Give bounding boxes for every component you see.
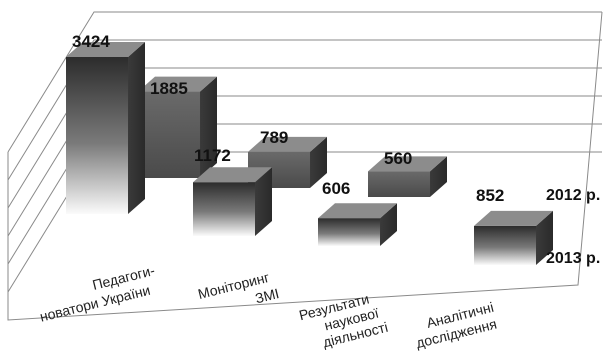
bar-2013-3-side <box>536 210 553 265</box>
bar-2013-2-side <box>380 203 397 246</box>
bar-2013-0 <box>66 42 145 214</box>
value-label-2013: 3424 <box>72 32 110 51</box>
bar-2012-1-top <box>248 136 327 152</box>
category-label-line: ЗМІ <box>253 285 280 306</box>
value-label-2013: 1172 <box>194 146 231 165</box>
bar-2013-3-top <box>474 210 553 226</box>
series-label-2012: 2012 р. <box>546 187 600 204</box>
bar-2012-0 <box>138 76 217 178</box>
bar-2013-3-front <box>474 225 536 265</box>
value-label-2013: 606 <box>322 179 350 198</box>
bar-2012-0-top <box>138 76 217 92</box>
bar-2012-2-side <box>430 156 447 197</box>
bar-2013-1-top <box>193 167 272 183</box>
gridline <box>7 39 602 181</box>
bar-2012-1-side <box>310 136 327 188</box>
bar-2013-2-top <box>318 203 397 219</box>
bar-2013-0-front <box>66 57 128 214</box>
bar-2012-2 <box>368 156 447 197</box>
bar-2013-1-front <box>193 182 255 236</box>
bar-2012-0-side <box>200 76 217 178</box>
bar-2013-2-front <box>318 218 380 246</box>
bar-2013-0-top <box>66 42 145 57</box>
bar-2013-1 <box>193 167 272 236</box>
value-label-2012: 1885 <box>150 79 188 98</box>
bars <box>66 42 553 265</box>
series-label-2013: 2013 р. <box>546 250 600 267</box>
bar-2012-2-top <box>368 156 447 172</box>
value-labels: 3424 1885 1172 789 606 560 852 <box>72 32 504 205</box>
bar-2013-3 <box>474 210 553 265</box>
bar-2013-0-side <box>128 42 145 214</box>
bar-2012-2-front <box>368 171 430 197</box>
value-label-2012: 789 <box>260 128 288 147</box>
bar-2013-2 <box>318 203 397 246</box>
bar-2013-1-side <box>255 167 272 236</box>
back-wall-outline <box>7 11 602 153</box>
value-label-2012: 560 <box>384 149 412 168</box>
category-label: Педагоги-новатори України <box>38 262 157 325</box>
bar-2012-0-front <box>138 91 200 178</box>
value-label-2013: 852 <box>476 186 504 205</box>
